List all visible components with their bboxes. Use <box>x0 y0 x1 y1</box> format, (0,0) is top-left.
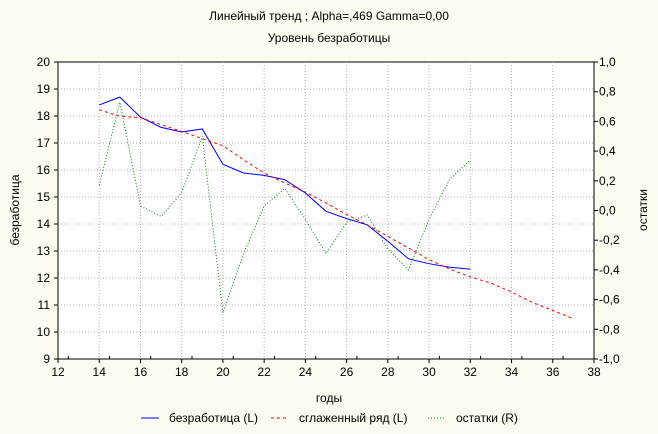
y-tick-label: 15 <box>37 190 51 204</box>
y-tick-label: 10 <box>37 325 51 339</box>
y-tick-label: 19 <box>37 82 51 96</box>
y-right-tick-label: 0,0 <box>599 204 616 218</box>
x-tick-label: 22 <box>257 365 271 379</box>
x-tick-label: 36 <box>546 365 560 379</box>
y-right-tick-label: 0,2 <box>599 174 616 188</box>
y-right-tick-label: -0,4 <box>599 263 620 277</box>
x-tick-label: 30 <box>422 365 436 379</box>
y-right-tick-label: -0,8 <box>599 322 620 336</box>
series-line-1 <box>99 109 574 320</box>
y-right-tick-label: -1,0 <box>599 352 620 366</box>
y-right-tick-label: -0,2 <box>599 233 620 247</box>
x-tick-label: 24 <box>299 365 313 379</box>
x-tick-label: 32 <box>464 365 478 379</box>
legend-label: сглаженный ряд (L) <box>299 411 407 425</box>
x-axis-label: годы <box>316 391 342 405</box>
y-tick-label: 14 <box>37 217 51 231</box>
y-right-tick-label: 0,6 <box>599 114 616 128</box>
x-tick-label: 28 <box>381 365 395 379</box>
chart-subtitle: Уровень безработицы <box>268 31 391 45</box>
legend: безработица (L) сглаженный ряд (L) остатки… <box>141 411 518 425</box>
y-axis-right-label: остатки <box>636 189 650 231</box>
x-tick-label: 26 <box>340 365 354 379</box>
y-tick-label: 18 <box>37 109 51 123</box>
y-axis-label: безработица <box>8 174 22 245</box>
plot-area <box>57 61 595 360</box>
y-right-tick-label: 1,0 <box>599 55 616 69</box>
ticks: 12 14 16 18 20 22 24 26 28 30 32 34 36 38 9 10 11 12 13 14 1… <box>37 55 620 379</box>
x-tick-label: 18 <box>175 365 189 379</box>
y-tick-label: 17 <box>37 136 51 150</box>
grid <box>58 62 594 359</box>
y-tick-label: 20 <box>37 55 51 69</box>
legend-label: безработица (L) <box>169 411 258 425</box>
y-right-tick-label: -0,6 <box>599 293 620 307</box>
series-line-0 <box>99 96 471 270</box>
x-tick-label: 12 <box>51 365 65 379</box>
y-tick-label: 11 <box>38 298 51 312</box>
series-line-2 <box>98 101 471 314</box>
y-tick-label: 12 <box>37 271 51 285</box>
x-tick-label: 14 <box>93 365 107 379</box>
y-tick-label: 13 <box>37 244 51 258</box>
series-group <box>98 96 574 320</box>
legend-label: остатки (R) <box>456 411 518 425</box>
y-right-tick-label: 0,8 <box>599 85 616 99</box>
x-tick-label: 34 <box>505 365 519 379</box>
x-tick-label: 16 <box>134 365 148 379</box>
x-tick-label: 20 <box>216 365 230 379</box>
y-tick-label: 16 <box>37 163 51 177</box>
x-tick-label: 38 <box>587 365 601 379</box>
y-tick-label: 9 <box>43 352 50 366</box>
y-right-tick-label: 0,4 <box>599 144 616 158</box>
chart-title: Линейный тренд ; Alpha=,469 Gamma=0,00 <box>209 9 449 23</box>
